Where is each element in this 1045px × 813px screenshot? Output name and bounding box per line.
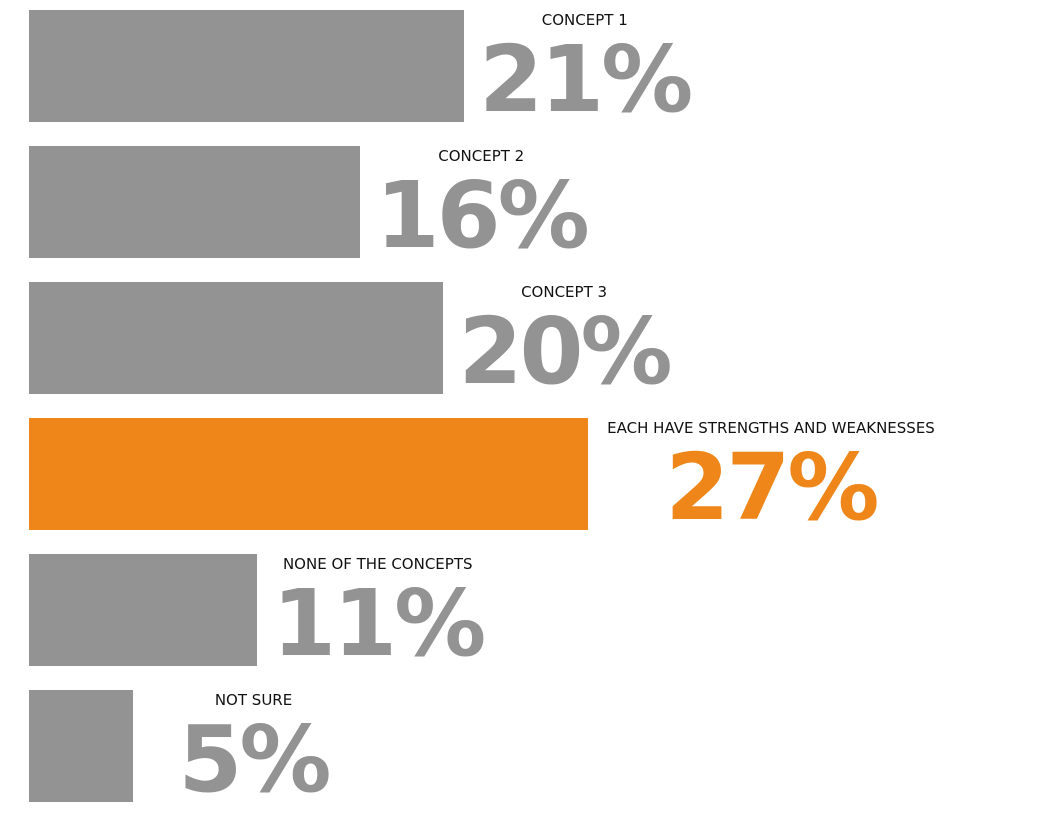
value-label-1: 21% (479, 26, 693, 133)
bar-3 (29, 282, 444, 394)
value-label-5: 11% (272, 570, 486, 677)
bar-5 (29, 554, 257, 666)
value-label-4: 27% (665, 434, 879, 541)
value-label-3: 20% (458, 298, 672, 405)
bar-4 (29, 418, 588, 530)
category-label-3: CONCEPT 3 (521, 283, 608, 301)
category-label-5: NONE OF THE CONCEPTS (282, 555, 473, 573)
bar-2 (29, 146, 361, 258)
bar-6 (29, 690, 133, 802)
bar-1 (29, 10, 464, 122)
value-label-6: 5% (178, 706, 331, 813)
category-label-6: NOT SURE (214, 691, 293, 709)
category-label-4: EACH HAVE STRENGTHS AND WEAKNESSES (607, 419, 935, 437)
value-label-2: 16% (375, 162, 590, 269)
category-label-2: CONCEPT 2 (438, 147, 525, 165)
category-label-1: CONCEPT 1 (541, 11, 628, 29)
